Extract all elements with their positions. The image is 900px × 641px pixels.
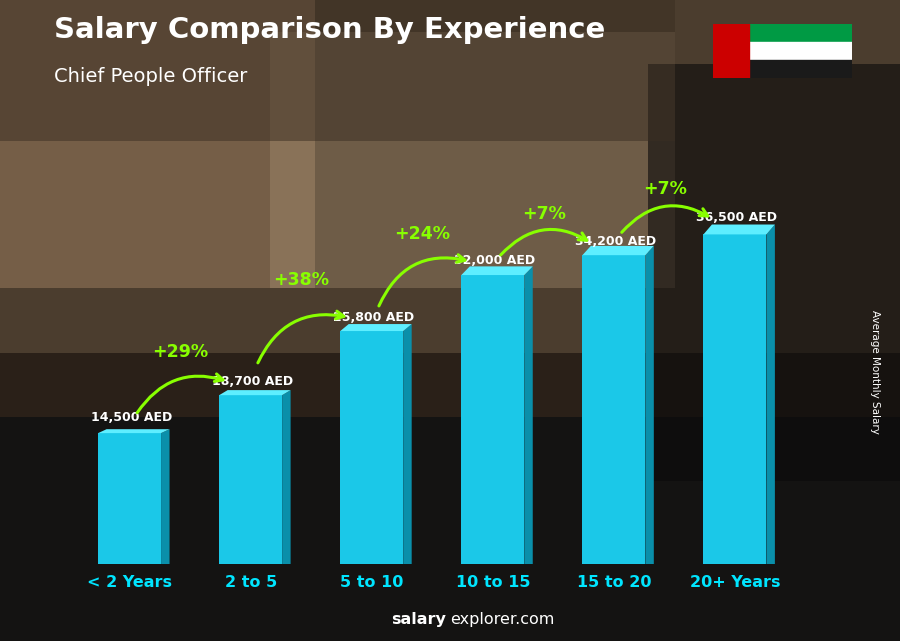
Text: 34,200 AED: 34,200 AED xyxy=(575,235,656,248)
Bar xyxy=(0,0,675,141)
FancyBboxPatch shape xyxy=(220,395,282,564)
Polygon shape xyxy=(525,267,533,564)
Bar xyxy=(270,32,675,288)
FancyBboxPatch shape xyxy=(462,275,525,564)
Text: +7%: +7% xyxy=(643,180,687,198)
FancyBboxPatch shape xyxy=(98,433,161,564)
Polygon shape xyxy=(282,390,291,564)
Bar xyxy=(713,24,750,78)
Polygon shape xyxy=(98,429,169,433)
Polygon shape xyxy=(340,324,411,331)
Text: +7%: +7% xyxy=(522,204,565,222)
Polygon shape xyxy=(161,429,169,564)
Polygon shape xyxy=(582,246,653,255)
Polygon shape xyxy=(767,224,775,564)
Text: +24%: +24% xyxy=(394,226,451,244)
Text: salary: salary xyxy=(392,612,446,627)
Text: Average Monthly Salary: Average Monthly Salary xyxy=(869,310,880,434)
FancyBboxPatch shape xyxy=(582,255,645,564)
Polygon shape xyxy=(704,224,775,235)
Text: +29%: +29% xyxy=(152,343,209,361)
Polygon shape xyxy=(403,324,411,564)
Bar xyxy=(0,0,900,353)
FancyBboxPatch shape xyxy=(340,331,403,564)
Text: 14,500 AED: 14,500 AED xyxy=(91,411,172,424)
Text: Salary Comparison By Experience: Salary Comparison By Experience xyxy=(54,16,605,44)
Text: +38%: +38% xyxy=(274,271,329,288)
Polygon shape xyxy=(462,267,533,275)
Bar xyxy=(713,24,852,42)
Text: 18,700 AED: 18,700 AED xyxy=(212,375,293,388)
Text: Chief People Officer: Chief People Officer xyxy=(54,67,248,87)
Text: 25,800 AED: 25,800 AED xyxy=(333,311,414,324)
Text: 36,500 AED: 36,500 AED xyxy=(697,212,778,224)
Text: explorer.com: explorer.com xyxy=(450,612,554,627)
Polygon shape xyxy=(645,246,653,564)
Bar xyxy=(713,42,852,60)
Bar xyxy=(0,417,900,641)
FancyBboxPatch shape xyxy=(704,235,767,564)
Bar xyxy=(713,60,852,78)
Bar xyxy=(0,0,315,288)
Bar xyxy=(648,64,900,481)
Text: 32,000 AED: 32,000 AED xyxy=(454,254,536,267)
Polygon shape xyxy=(220,390,291,395)
